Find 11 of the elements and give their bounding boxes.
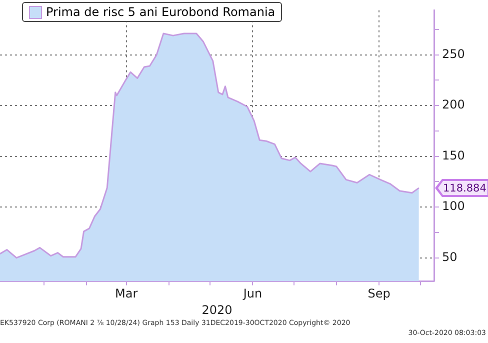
x-tick-label: Sep	[368, 286, 390, 301]
y-tick-label: 100	[442, 199, 465, 214]
legend-label: Prima de risc 5 ani Eurobond Romania	[46, 5, 276, 19]
y-tick-label: 250	[442, 46, 465, 61]
y-tick-label: 50	[442, 250, 458, 264]
y-tick-label: 200	[442, 98, 465, 112]
annotation: 118.884	[443, 182, 487, 195]
x-axis-title: 2020	[202, 302, 232, 317]
x-tick-label: Mar	[115, 286, 138, 301]
y-tick-label: 150	[442, 148, 465, 162]
x-tick-label: Jun	[242, 286, 262, 301]
